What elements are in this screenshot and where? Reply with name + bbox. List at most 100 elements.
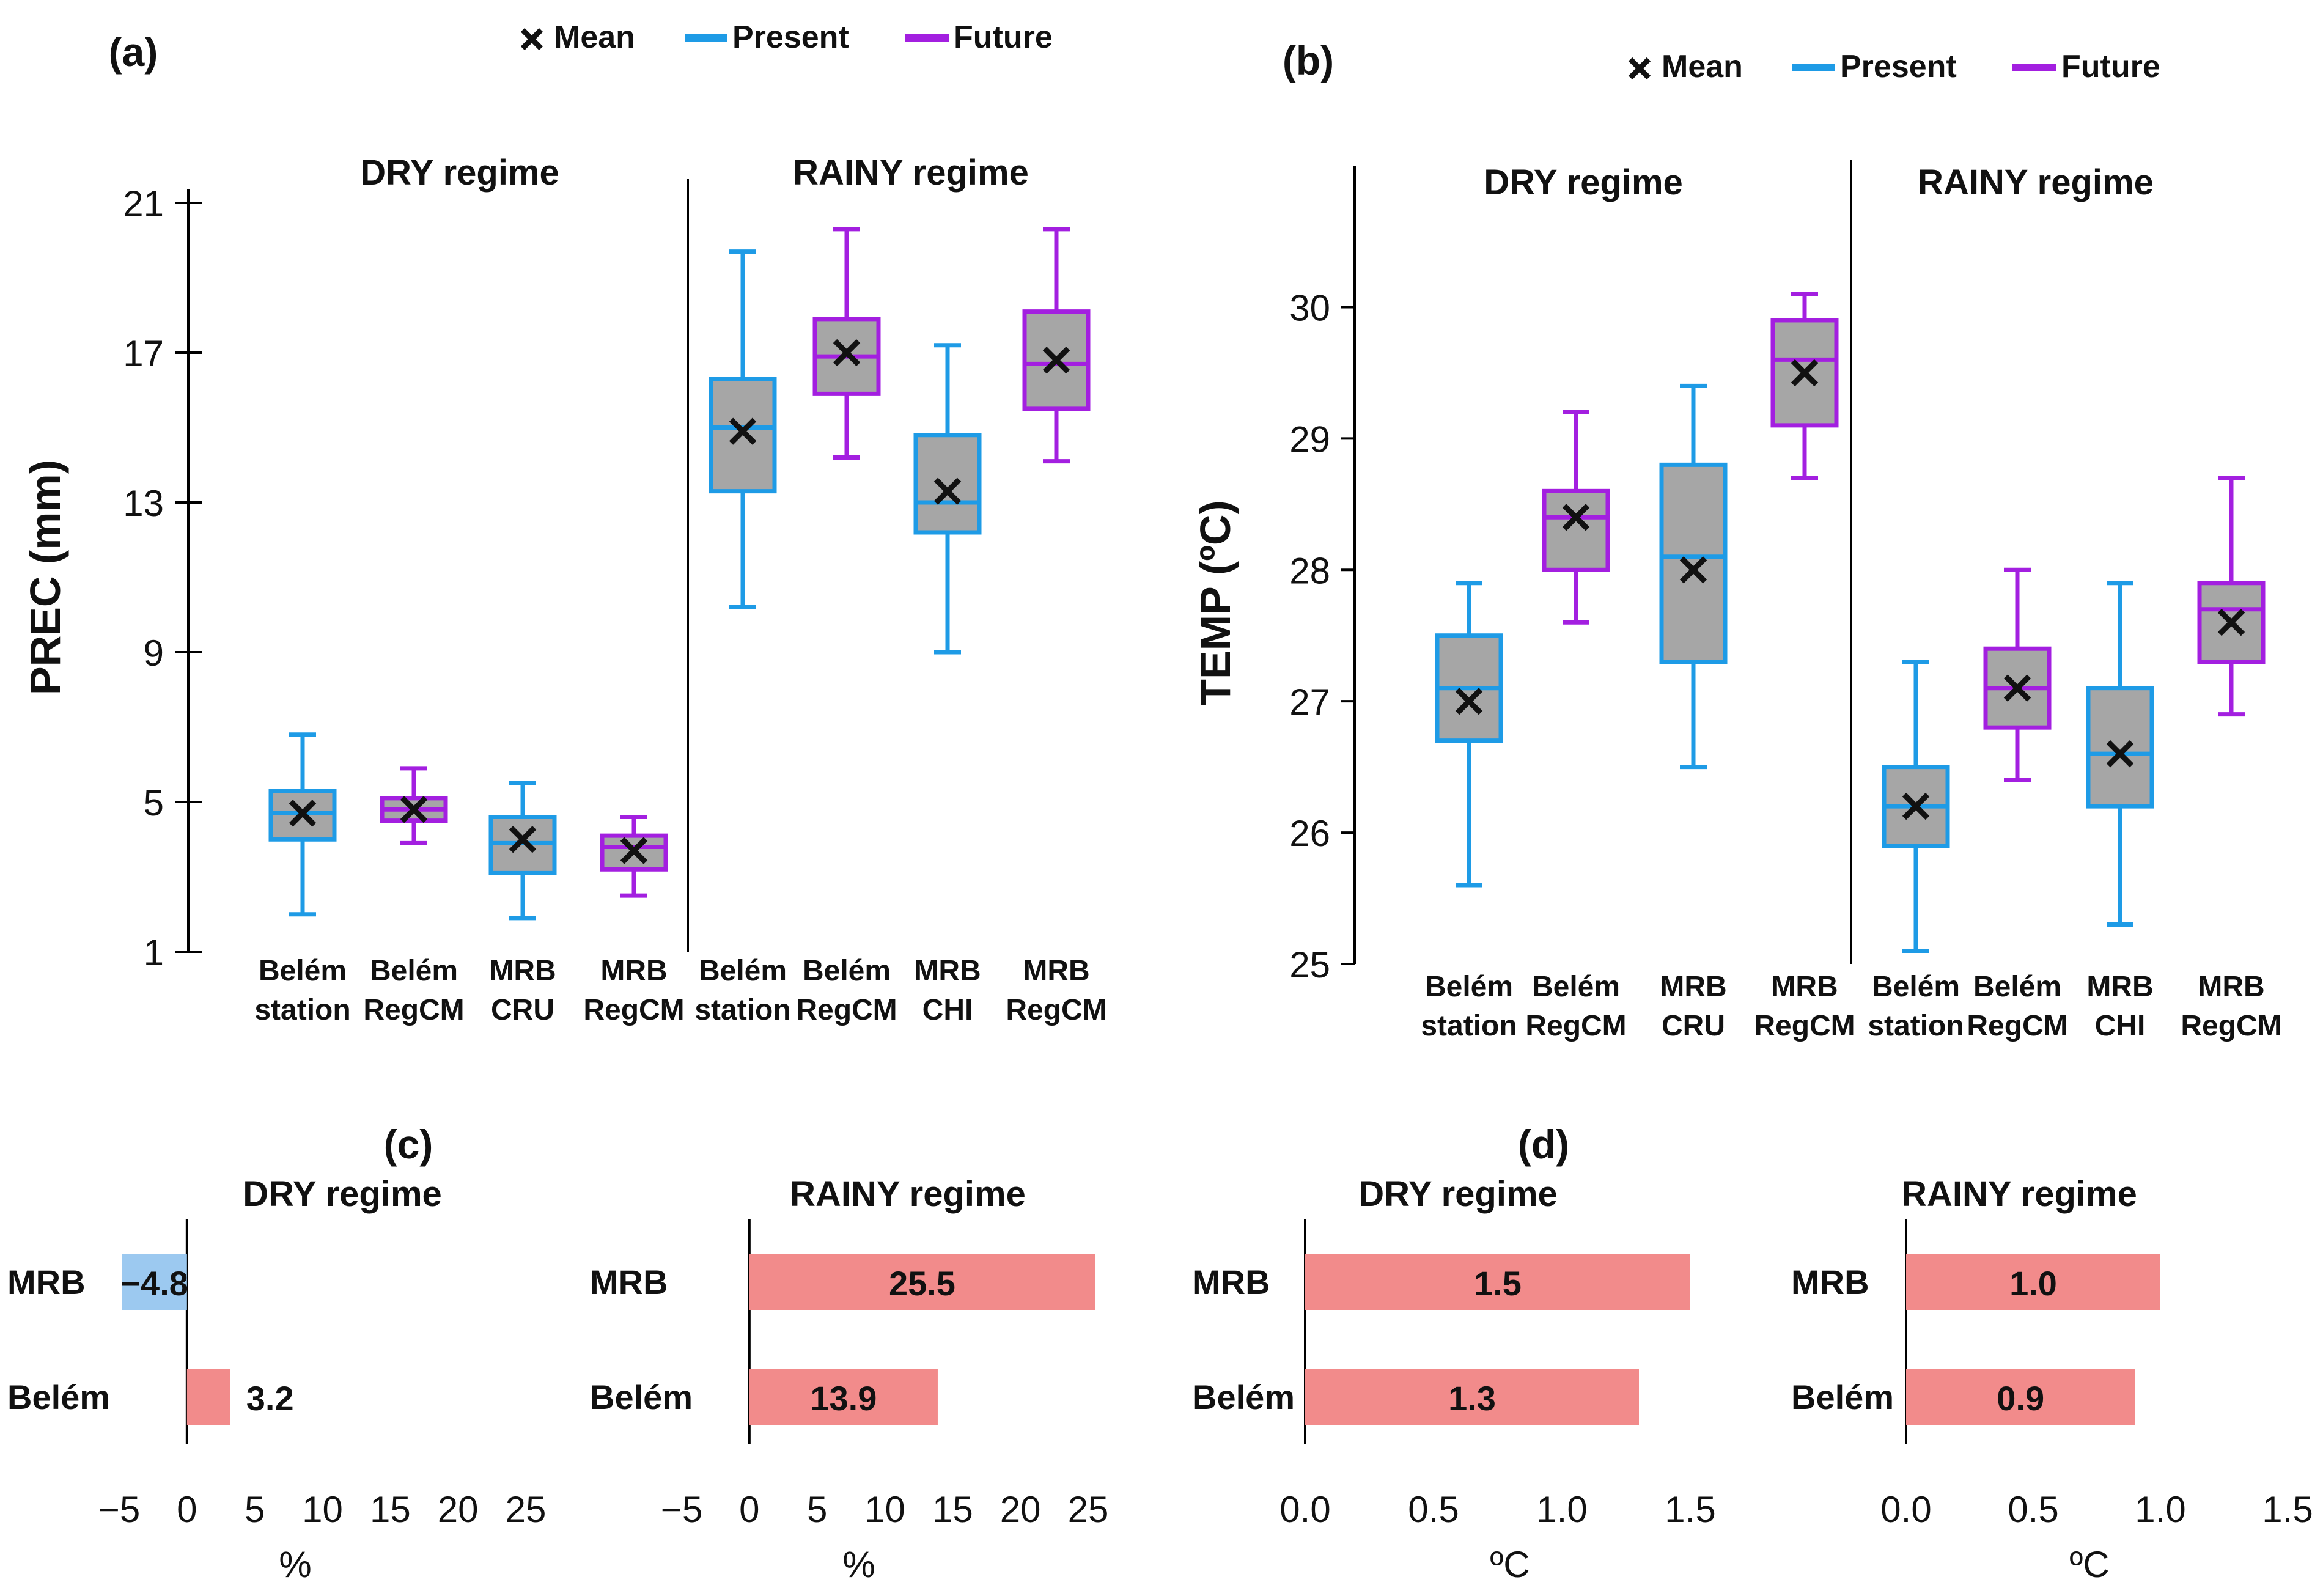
mean-marker	[1455, 687, 1483, 715]
category-label-line2: RegCM	[2181, 1010, 2281, 1042]
category-label-line2: CHI	[2095, 1010, 2146, 1042]
mean-marker	[289, 800, 317, 827]
mean-marker	[933, 477, 962, 505]
y-tick-label-a: 17	[123, 333, 164, 374]
category-label-line1: Belém	[699, 955, 787, 987]
category-label-c: MRB	[590, 1263, 668, 1301]
category-label-c: Belém	[590, 1378, 693, 1416]
x-tick-label-c: 10	[302, 1489, 343, 1530]
mean-marker	[833, 339, 861, 367]
category-label-line1: MRB	[2086, 971, 2153, 1003]
y-tick-label-b: 27	[1289, 682, 1330, 723]
x-tick-label-c: −5	[98, 1489, 140, 1530]
mean-marker	[1791, 359, 1819, 387]
category-label-line2: RegCM	[1967, 1010, 2067, 1042]
bar-value-label-c: −4.8	[120, 1264, 188, 1303]
category-label-line1: MRB	[1660, 971, 1726, 1003]
legend-mean-marker-b	[1628, 57, 1651, 80]
regime-title-c: RAINY regime	[790, 1174, 1026, 1214]
mean-cross-stroke	[2217, 609, 2245, 636]
panel-label-a: (a)	[109, 29, 158, 75]
bar-value-label-d: 1.0	[2009, 1264, 2057, 1303]
bar-value-label-c: 13.9	[810, 1379, 877, 1418]
box-present-a	[488, 781, 557, 921]
bar-value-label-c: 3.2	[246, 1379, 294, 1418]
category-label-line1: Belém	[1532, 971, 1620, 1003]
category-label-line2: RegCM	[1525, 1010, 1626, 1042]
mean-cross-stroke	[1562, 504, 1590, 531]
mean-cross-stroke	[520, 28, 543, 51]
category-label-line2: RegCM	[796, 994, 897, 1026]
category-label-d: MRB	[1791, 1263, 1869, 1301]
category-label-line1: Belém	[803, 955, 891, 987]
legend-future-label-b: Future	[2061, 49, 2160, 84]
bar-value-label-d: 1.5	[1474, 1264, 1522, 1303]
box-future-a	[812, 227, 881, 460]
x-tick-label-c: 15	[932, 1489, 973, 1530]
regime-title-b: DRY regime	[1484, 163, 1683, 202]
x-tick-label-d: 1.5	[1665, 1489, 1715, 1530]
x-tick-label-c: 20	[1000, 1489, 1041, 1530]
bar-d	[1305, 1254, 1690, 1310]
category-label-line1: Belém	[1872, 971, 1960, 1003]
box-future-a	[600, 815, 668, 898]
x-tick-label-d: 0.0	[1279, 1489, 1330, 1530]
box-present-b	[1882, 660, 1950, 954]
mean-cross-stroke	[833, 339, 861, 367]
category-label-c: MRB	[7, 1263, 86, 1301]
x-tick-label-d: 0.0	[1880, 1489, 1931, 1530]
category-label-line1: MRB	[2198, 971, 2264, 1003]
category-label-line2: station	[1421, 1010, 1517, 1042]
mean-cross-stroke	[1628, 57, 1651, 80]
x-tick-label-c: 20	[438, 1489, 479, 1530]
iqr-box	[2086, 686, 2154, 809]
legend-present-label-a: Present	[732, 20, 849, 55]
regime-title-d: DRY regime	[1358, 1174, 1558, 1214]
mean-cross-stroke	[509, 826, 537, 853]
x-axis-unit-c: %	[279, 1544, 311, 1585]
y-tick-label-b: 28	[1289, 550, 1330, 591]
x-tick-label-c: 0	[177, 1489, 197, 1530]
mean-cross-stroke	[2003, 674, 2031, 702]
mean-cross-stroke	[2106, 740, 2134, 768]
regime-title-a: DRY regime	[360, 153, 559, 193]
category-label-line1: MRB	[600, 955, 667, 987]
category-label-line2: RegCM	[583, 994, 684, 1026]
iqr-box	[913, 433, 982, 535]
x-axis-unit-d: ºC	[2069, 1544, 2109, 1585]
iqr-box	[1659, 462, 1728, 664]
x-tick-label-d: 1.0	[1536, 1489, 1587, 1530]
x-tick-label-c: 0	[739, 1489, 759, 1530]
mean-marker	[729, 417, 757, 445]
category-label-line1: MRB	[1023, 955, 1089, 987]
mean-marker	[2106, 740, 2134, 768]
y-tick-label-b: 30	[1289, 287, 1330, 328]
mean-cross-stroke	[1679, 556, 1707, 584]
x-axis-unit-d: ºC	[1490, 1544, 1530, 1585]
y-tick-label-a: 9	[144, 633, 164, 674]
category-label-line1: Belém	[1973, 971, 2061, 1003]
mean-cross-stroke	[400, 796, 428, 823]
category-label-d: Belém	[1791, 1378, 1894, 1416]
category-label-line1: MRB	[1771, 971, 1838, 1003]
bar-c	[122, 1254, 187, 1310]
legend-mean-label-b: Mean	[1662, 49, 1743, 84]
x-axis-unit-c: %	[842, 1544, 875, 1585]
box-present-b	[1659, 383, 1728, 770]
category-label-line2: RegCM	[1006, 994, 1106, 1026]
box-present-b	[1435, 581, 1503, 888]
mean-marker	[400, 796, 428, 823]
mean-cross-stroke	[620, 837, 648, 864]
panel-label-d: (d)	[1518, 1122, 1569, 1167]
mean-marker	[509, 826, 537, 853]
mean-marker	[1562, 504, 1590, 531]
box-present-b	[2086, 581, 2154, 927]
legend-mean-label-a: Mean	[554, 20, 635, 55]
category-label-c: Belém	[7, 1378, 110, 1416]
mean-marker	[2003, 674, 2031, 702]
y-tick-label-b: 29	[1289, 419, 1330, 460]
bar-value-label-d: 0.9	[1997, 1379, 2044, 1418]
y-tick-label-a: 21	[123, 183, 164, 224]
category-label-line2: RegCM	[1754, 1010, 1855, 1042]
